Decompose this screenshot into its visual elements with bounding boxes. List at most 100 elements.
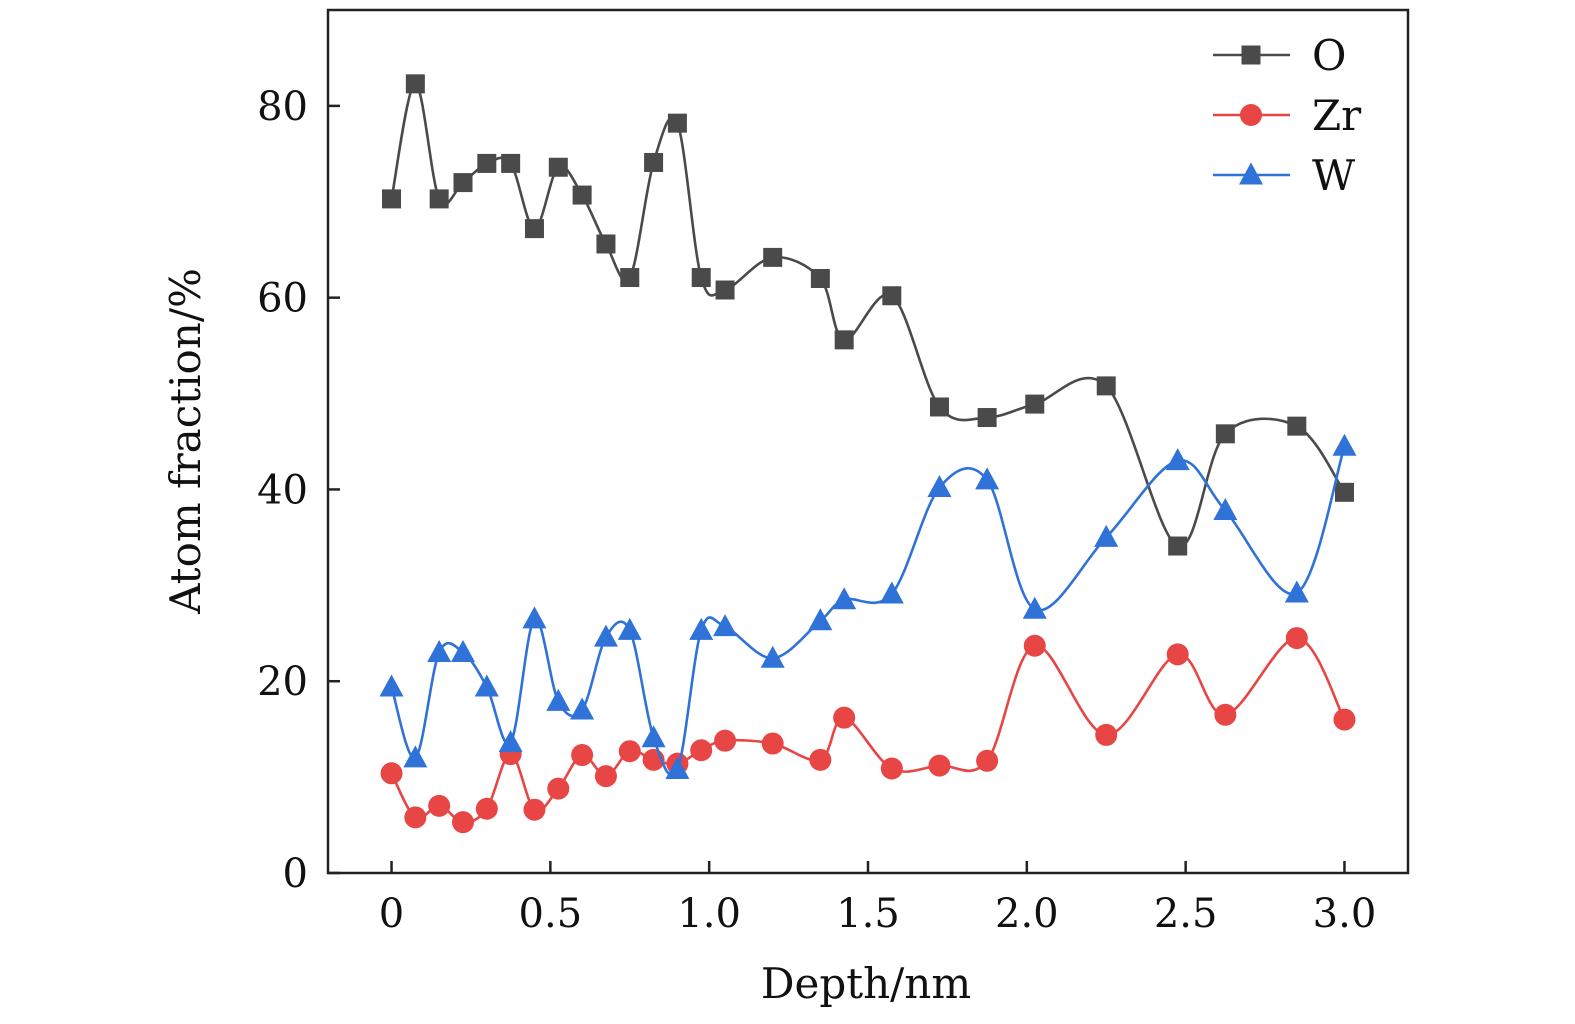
legend-item-o: O [1213,31,1346,80]
data-point-w [427,639,452,662]
data-point-o [929,397,949,417]
data-point-zr [880,757,903,780]
data-point-w [760,645,785,668]
data-point-o [1215,424,1235,444]
data-point-o [572,185,592,205]
data-point-o [834,330,854,350]
y-tick-label: 20 [257,659,308,705]
data-point-zr [761,732,784,755]
data-point-o [1168,536,1188,556]
data-point-w [808,608,833,631]
y-tick-label: 80 [257,84,308,130]
data-point-o [810,268,830,288]
data-point-zr [690,739,713,762]
data-point-zr [547,777,570,800]
data-point-w [879,581,904,604]
data-point-zr [1214,703,1237,726]
data-point-w [498,730,523,753]
legend-label-w: W [1312,151,1356,200]
x-tick-label: 1.5 [836,891,900,937]
x-tick-label: 3.0 [1313,891,1377,937]
data-point-zr [428,794,451,817]
y-axis-ticks: 0 20 40 60 80 [257,84,340,897]
legend-label-zr: Zr [1312,91,1362,140]
data-point-w [1332,433,1357,456]
x-axis-ticks: 0 0.5 1.0 1.5 2.0 2.5 3.0 [379,861,1376,937]
data-point-w [546,688,571,711]
data-point-zr [618,740,641,763]
data-point-zr [594,765,617,788]
data-point-w [1165,448,1190,471]
data-point-w [1022,596,1047,619]
data-point-w [641,725,666,748]
y-tick-label: 0 [283,851,308,897]
data-point-zr [380,762,403,785]
data-point-zr [1333,708,1356,731]
data-point-o [644,152,664,172]
data-point-o [524,219,544,239]
data-point-zr [976,749,999,772]
data-point-zr [809,748,832,771]
x-tick-label: 0.5 [519,891,583,937]
data-point-zr [452,811,474,834]
data-point-w [522,606,547,629]
x-tick-label: 2.0 [995,891,1059,937]
data-point-w [379,674,404,697]
y-tick-label: 60 [257,276,308,322]
x-axis-title: Depth/nm [761,959,971,1008]
x-tick-label: 1.0 [677,891,741,937]
data-point-w [713,614,738,637]
legend-marker-w [1239,162,1263,185]
data-point-o [763,247,783,267]
data-point-o [691,268,711,288]
data-point-zr [404,806,427,829]
data-point-w [689,617,714,640]
legend-marker-zr [1240,104,1262,126]
data-point-o [1334,482,1354,502]
data-point-o [501,153,521,173]
data-point-w [451,639,475,662]
data-point-o [453,173,473,193]
data-point-zr [1095,723,1118,746]
data-point-w [593,624,618,647]
legend-marker-o [1241,45,1261,65]
data-point-w [1284,580,1309,603]
data-point-zr [928,754,951,777]
data-point-o [477,153,497,173]
series-w [379,433,1357,779]
x-tick-label: 2.5 [1154,891,1218,937]
data-point-o [882,286,902,306]
series-layer [379,74,1357,834]
data-point-o [429,189,449,209]
data-point-zr [833,706,856,729]
data-point-o [548,157,568,177]
data-point-o [620,268,640,288]
data-point-zr [1166,643,1189,666]
data-point-w [927,475,952,498]
data-point-zr [1023,634,1046,657]
data-point-o [405,74,425,94]
data-point-o [977,408,997,428]
data-point-w [665,756,690,779]
data-point-o [1287,416,1307,436]
data-point-w [474,674,499,697]
legend: O Zr W [1213,31,1362,200]
data-point-o [596,234,616,254]
data-point-zr [714,729,737,752]
data-point-w [403,745,428,768]
series-line-zr [390,636,1346,824]
data-point-o [382,189,402,209]
data-point-w [975,467,1000,490]
data-point-zr [571,744,594,767]
legend-item-zr: Zr [1213,91,1362,140]
x-tick-label: 0 [379,891,404,937]
y-tick-label: 40 [257,467,308,513]
series-o [382,74,1354,556]
data-point-zr [1285,627,1308,650]
y-axis-title: Atom fraction/% [161,268,210,615]
data-point-w [617,617,642,640]
data-point-w [1094,524,1119,547]
data-point-o [1096,376,1116,396]
legend-label-o: O [1312,31,1346,80]
